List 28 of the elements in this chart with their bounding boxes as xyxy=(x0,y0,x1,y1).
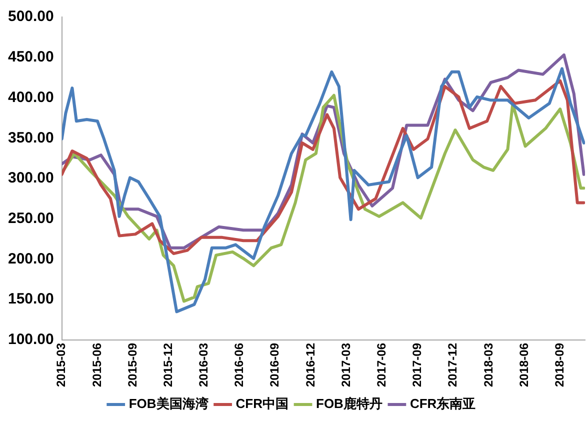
x-tick-label: 2017-06 xyxy=(374,342,388,388)
x-tick-label: 2016-03 xyxy=(196,342,211,388)
x-tick-label: 2017-12 xyxy=(446,342,460,388)
x-tick-label: 2017-09 xyxy=(410,342,424,388)
legend-label: CFR中国 xyxy=(236,396,288,412)
x-tick-label: 2016-09 xyxy=(268,342,282,388)
x-tick-label: 2016-06 xyxy=(232,342,246,388)
y-tick-label: 300.00 xyxy=(8,170,54,187)
y-tick-label: 100.00 xyxy=(8,331,54,348)
y-tick-label: 400.00 xyxy=(8,88,54,106)
y-tick-label: 450.00 xyxy=(8,48,54,66)
legend-label: FOB美国海湾 xyxy=(128,396,208,412)
x-tick-label: 2016-12 xyxy=(303,342,318,388)
y-tick-label: 250.00 xyxy=(8,210,54,227)
y-tick-label: 200.00 xyxy=(8,250,54,268)
x-tick-label: 2018-06 xyxy=(516,342,531,388)
y-tick-label: 350.00 xyxy=(8,129,54,146)
x-tick-label: 2015-03 xyxy=(54,342,68,388)
y-tick-label: 150.00 xyxy=(8,290,54,308)
x-tick-label: 2015-09 xyxy=(125,342,140,388)
x-tick-label: 2018-03 xyxy=(481,342,496,388)
y-tick-label: 500.00 xyxy=(8,8,54,26)
legend-label: FOB鹿特丹 xyxy=(316,396,382,412)
x-tick-label: 2017-03 xyxy=(338,342,353,388)
x-tick-label: 2015-12 xyxy=(160,342,175,388)
x-tick-label: 2015-06 xyxy=(90,342,104,388)
x-tick-label: 2018-09 xyxy=(552,342,566,388)
legend-label: CFR东南亚 xyxy=(410,396,476,412)
